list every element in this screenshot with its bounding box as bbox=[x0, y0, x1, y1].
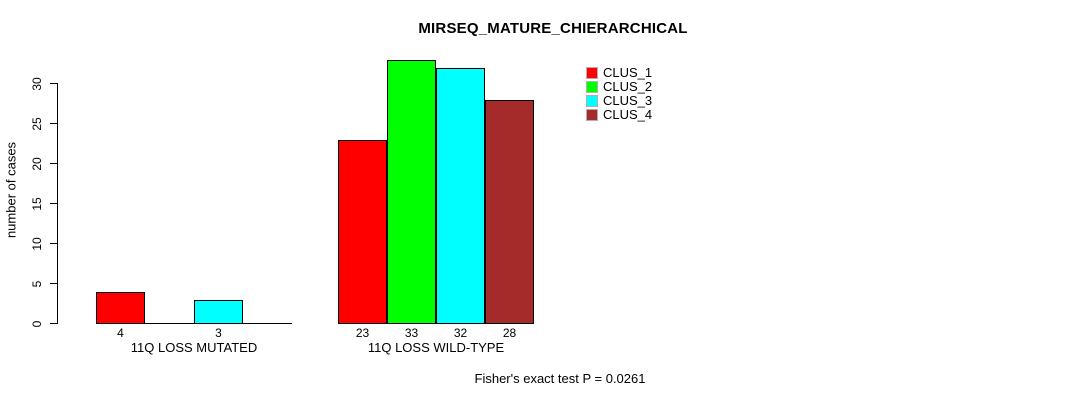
bar-clus_1 bbox=[338, 140, 387, 324]
legend-item-clus_1: CLUS_1 bbox=[586, 66, 652, 79]
bar-value-label: 32 bbox=[453, 326, 468, 340]
bar-clus_3 bbox=[194, 300, 243, 324]
legend-label: CLUS_2 bbox=[603, 79, 653, 94]
y-tick bbox=[50, 83, 57, 84]
bar-clus_4 bbox=[485, 100, 534, 324]
bar-value-label: 33 bbox=[404, 326, 419, 340]
annotation: Fisher's exact test P = 0.0261 bbox=[474, 371, 646, 386]
legend-swatch-clus_1 bbox=[586, 66, 598, 79]
y-tick-label: 15 bbox=[30, 196, 44, 211]
legend-label: CLUS_3 bbox=[603, 93, 653, 108]
legend-label: CLUS_4 bbox=[603, 107, 653, 122]
x-category-label: 11Q LOSS WILD-TYPE bbox=[367, 340, 505, 355]
legend-item-clus_4: CLUS_4 bbox=[586, 108, 652, 121]
y-tick bbox=[50, 163, 57, 164]
y-tick bbox=[50, 203, 57, 204]
bar-value-label: 28 bbox=[502, 326, 517, 340]
legend-item-clus_2: CLUS_2 bbox=[586, 80, 652, 93]
legend-label: CLUS_1 bbox=[603, 65, 653, 80]
legend-item-clus_3: CLUS_3 bbox=[586, 94, 652, 107]
bar-clus_2 bbox=[387, 60, 436, 324]
legend-swatch-clus_3 bbox=[586, 94, 598, 107]
bar-clus_1 bbox=[96, 292, 145, 324]
legend-swatch-clus_4 bbox=[586, 108, 598, 121]
y-tick-label: 5 bbox=[30, 280, 44, 287]
y-axis-label: number of cases bbox=[3, 141, 19, 239]
bar-clus_3 bbox=[436, 68, 485, 324]
chart-title: MIRSEQ_MATURE_CHIERARCHICAL bbox=[418, 20, 688, 37]
y-tick bbox=[50, 123, 57, 124]
y-tick-label: 25 bbox=[30, 116, 44, 131]
y-axis-line bbox=[57, 83, 58, 324]
y-tick-label: 30 bbox=[30, 76, 44, 91]
bar-value-label: 4 bbox=[117, 326, 124, 340]
bar-value-label: 23 bbox=[355, 326, 370, 340]
legend-swatch-clus_2 bbox=[586, 80, 598, 93]
y-tick-label: 0 bbox=[30, 320, 44, 327]
y-tick bbox=[50, 243, 57, 244]
y-tick-label: 20 bbox=[30, 156, 44, 171]
bar-value-label: 3 bbox=[215, 326, 222, 340]
y-tick bbox=[50, 323, 57, 324]
x-category-label: 11Q LOSS MUTATED bbox=[130, 340, 258, 355]
y-tick-label: 10 bbox=[30, 236, 44, 251]
y-tick bbox=[50, 283, 57, 284]
